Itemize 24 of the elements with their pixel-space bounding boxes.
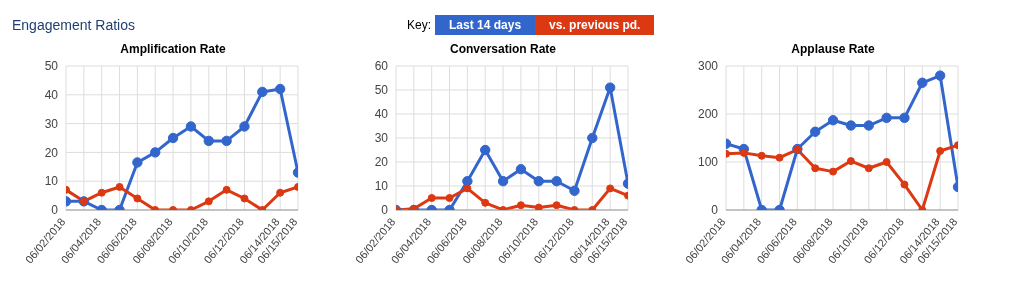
y-tick-label: 20	[374, 155, 389, 170]
y-tick-label: 30	[44, 116, 59, 131]
y-tick-label: 0	[381, 203, 389, 218]
y-tick-label: 40	[374, 107, 389, 122]
y-tick-label: 10	[44, 174, 59, 189]
y-tick-label: 200	[697, 107, 719, 122]
y-tick-label: 10	[374, 179, 389, 194]
chart-title: Amplification Rate	[119, 42, 227, 58]
y-tick-label: 60	[374, 59, 389, 74]
chart-title: Applause Rate	[790, 42, 876, 58]
y-tick-label: 100	[697, 155, 719, 170]
text: Engagement Ratios	[11, 17, 136, 33]
y-tick-label: 0	[51, 203, 59, 218]
text: Last 14 days	[435, 15, 536, 35]
chart-title: Conversation Rate	[449, 42, 557, 58]
y-tick-label: 40	[44, 88, 59, 103]
text: vs. previous pd.	[535, 15, 655, 35]
y-tick-label: 0	[711, 203, 719, 218]
y-tick-label: 20	[44, 145, 59, 160]
y-tick-label: 50	[374, 83, 389, 98]
y-tick-label: 300	[697, 59, 719, 74]
y-tick-label: 30	[374, 131, 389, 146]
y-tick-label: 50	[44, 59, 59, 74]
legend-title: Key:	[407, 18, 432, 32]
